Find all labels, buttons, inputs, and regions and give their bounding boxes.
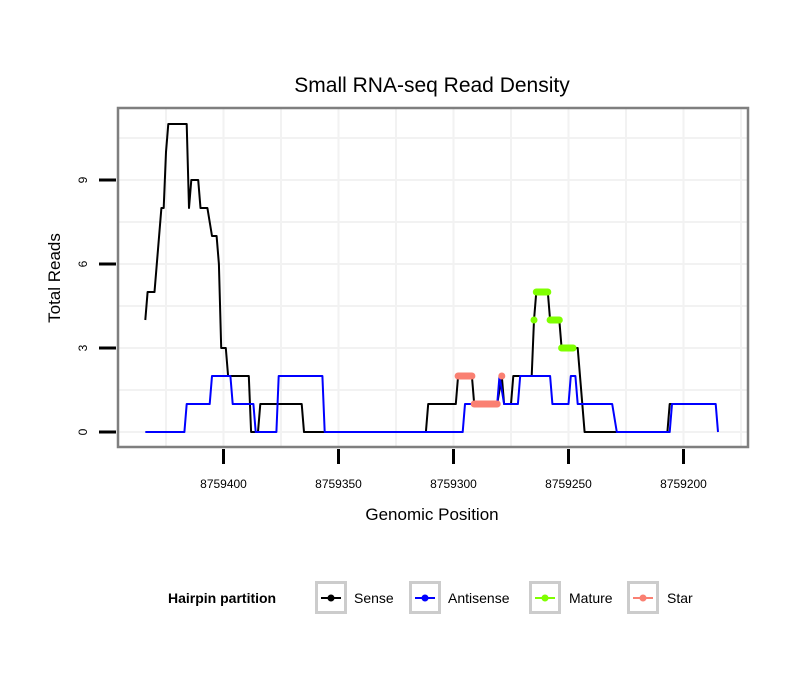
x-axis-title: Genomic Position <box>365 505 498 524</box>
x-tick-label: 8759400 <box>200 477 247 491</box>
legend-label: Mature <box>569 590 613 606</box>
y-tick-label: 0 <box>76 428 90 435</box>
legend-key-point <box>421 594 429 602</box>
y-axis-title: Total Reads <box>45 233 64 323</box>
legend-key-point <box>639 594 647 602</box>
y-tick-label: 3 <box>76 344 90 351</box>
plot-panel <box>118 108 748 447</box>
legend-label: Antisense <box>448 590 510 606</box>
panel-border <box>116 106 750 449</box>
legend-title: Hairpin partition <box>168 590 276 606</box>
legend-item-sense: Sense <box>315 581 394 614</box>
y-tick-label: 6 <box>76 260 90 267</box>
legend-label: Star <box>667 590 693 606</box>
x-axis: 8759400 8759350 8759300 8759250 8759200 <box>200 449 707 491</box>
legend-item-antisense: Antisense <box>409 581 510 614</box>
x-tick-label: 8759350 <box>315 477 362 491</box>
y-tick-label: 9 <box>76 176 90 183</box>
panel-background <box>118 108 748 447</box>
legend: Hairpin partition Sense Antisense Mature St… <box>168 581 693 614</box>
y-axis: 0 3 6 9 <box>76 176 116 435</box>
x-tick-label: 8759300 <box>430 477 477 491</box>
x-tick-label: 8759200 <box>660 477 707 491</box>
legend-item-star: Star <box>627 581 693 614</box>
series-layer <box>144 123 719 433</box>
legend-key-point <box>327 594 335 602</box>
legend-key-point <box>541 594 549 602</box>
series-line-antisense <box>145 375 719 433</box>
x-tick-label: 8759250 <box>545 477 592 491</box>
gridlines <box>118 108 748 447</box>
legend-item-mature: Mature <box>529 581 613 614</box>
chart-title: Small RNA-seq Read Density <box>294 74 570 97</box>
legend-label: Sense <box>354 590 394 606</box>
